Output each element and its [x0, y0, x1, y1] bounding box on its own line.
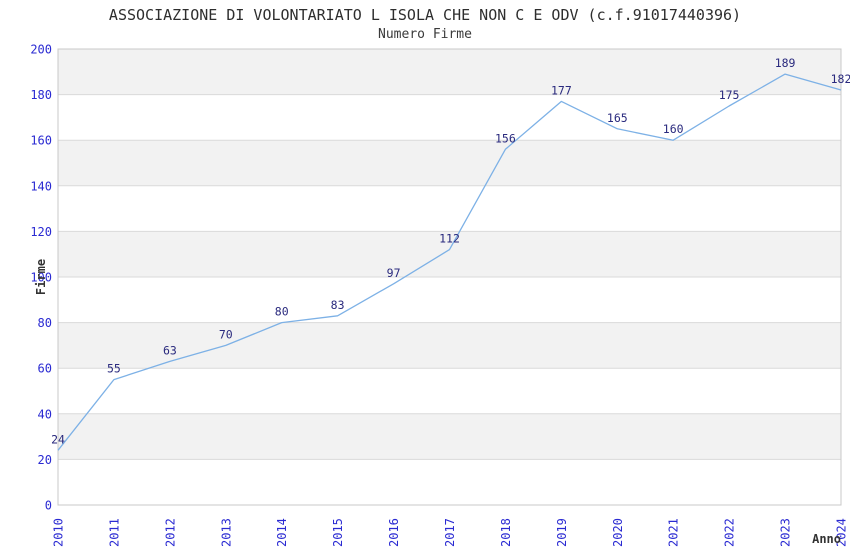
y-tick-label: 60 [38, 362, 52, 376]
point-label: 175 [719, 88, 740, 102]
point-label: 156 [495, 131, 516, 145]
y-tick-label: 0 [45, 499, 52, 513]
x-axis-title: Anno [812, 532, 841, 546]
point-label: 24 [51, 432, 65, 446]
y-tick-label: 140 [30, 179, 52, 193]
x-tick-label: 2021 [667, 518, 681, 547]
point-label: 177 [551, 83, 572, 97]
plot-band [58, 413, 841, 460]
x-tick-label: 2015 [331, 518, 345, 547]
x-tick-label: 2011 [107, 518, 121, 547]
plot-band [58, 140, 841, 186]
x-tick-label: 2023 [779, 518, 793, 547]
series-line [57, 73, 842, 451]
plot-band [58, 322, 841, 369]
point-label: 83 [331, 298, 345, 312]
x-tick-label: 2010 [52, 518, 66, 547]
x-tick-label: 2012 [163, 518, 177, 547]
y-tick-label: 20 [38, 453, 52, 467]
point-label: 80 [275, 305, 289, 319]
y-tick-label: 80 [38, 316, 52, 330]
point-label: 70 [219, 327, 233, 341]
x-tick-label: 2024 [835, 518, 849, 547]
x-tick-label: 2022 [723, 518, 737, 547]
x-tick-label: 2019 [555, 518, 569, 547]
point-label: 55 [107, 362, 121, 376]
point-label: 97 [387, 266, 401, 280]
point-label: 160 [663, 122, 684, 136]
x-tick-label: 2016 [387, 518, 401, 547]
y-axis-title: Firme [34, 258, 48, 296]
x-tick-label: 2014 [275, 518, 289, 547]
plot-band [58, 49, 841, 95]
y-tick-label: 40 [38, 407, 52, 421]
plot-border [57, 48, 842, 506]
point-label: 189 [775, 56, 796, 70]
y-tick-label: 100 [30, 271, 52, 285]
chart-subtitle: Numero Firme [378, 27, 472, 42]
x-tick-label: 2020 [611, 518, 625, 547]
x-tick-label: 2018 [499, 518, 513, 547]
y-tick-label: 160 [30, 134, 52, 148]
plot-band [58, 231, 841, 277]
y-tick-label: 180 [30, 88, 52, 102]
y-tick-label: 200 [30, 43, 52, 57]
x-tick-label: 2013 [219, 518, 233, 547]
y-tick-label: 120 [30, 225, 52, 239]
point-label: 182 [831, 72, 850, 86]
x-tick-label: 2017 [443, 518, 457, 547]
point-label: 165 [607, 111, 628, 125]
point-label: 63 [163, 343, 177, 357]
point-label: 112 [439, 232, 460, 246]
chart-title: ASSOCIAZIONE DI VOLONTARIATO L ISOLA CHE… [108, 6, 742, 24]
